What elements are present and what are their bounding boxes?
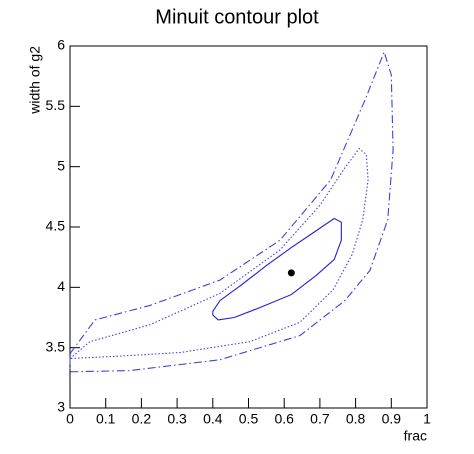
- contour-line: [212, 217, 342, 321]
- y-tick-label: 6: [57, 37, 65, 53]
- y-tick-label: 4: [57, 278, 65, 294]
- x-tick-label: 0.8: [346, 411, 366, 427]
- x-tick-label: 0.9: [382, 411, 402, 427]
- x-tick-label: 0.3: [167, 411, 187, 427]
- contour-line: [69, 147, 369, 360]
- y-tick-label: 5: [57, 157, 65, 173]
- x-tick-label: 0.2: [132, 411, 152, 427]
- minimum-point: [287, 269, 295, 277]
- x-tick-label: 0.6: [274, 411, 294, 427]
- x-tick-label: 0: [66, 411, 74, 427]
- x-tick-label: 0.1: [96, 411, 116, 427]
- x-tick-label: 0.7: [310, 411, 330, 427]
- x-tick-label: 0.5: [239, 411, 259, 427]
- y-tick-label: 5.5: [46, 97, 66, 113]
- y-tick-label: 4.5: [46, 218, 66, 234]
- contour-line: [69, 50, 394, 373]
- y-tick-label: 3: [57, 399, 65, 415]
- y-axis-label: width of g2: [27, 46, 43, 115]
- x-tick-label: 1: [423, 411, 431, 427]
- y-tick-label: 3.5: [46, 338, 66, 354]
- x-tick-label: 0.4: [203, 411, 223, 427]
- x-axis-label: frac: [404, 428, 427, 444]
- plot-frame: [69, 45, 428, 409]
- chart-title: Minuit contour plot: [155, 6, 319, 28]
